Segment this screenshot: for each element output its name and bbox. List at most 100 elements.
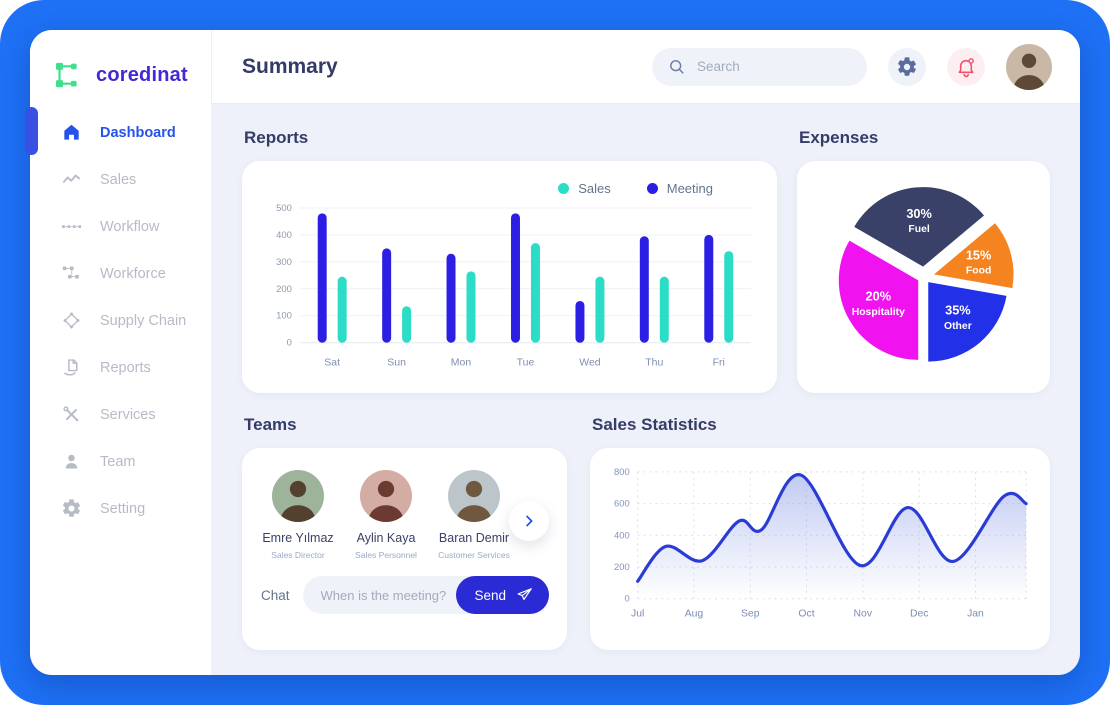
sidebar-item-team[interactable]: Team bbox=[30, 438, 211, 485]
svg-text:Thu: Thu bbox=[645, 358, 663, 369]
svg-text:Dec: Dec bbox=[910, 609, 928, 620]
chat-row: Chat Send bbox=[261, 576, 549, 614]
svg-text:20%: 20% bbox=[865, 289, 891, 304]
sales-statistics-heading: Sales Statistics bbox=[592, 415, 717, 434]
svg-text:Aug: Aug bbox=[685, 609, 704, 620]
workforce-icon bbox=[60, 263, 82, 285]
chat-input-wrap: Send bbox=[302, 576, 549, 614]
sidebar-item-dashboard[interactable]: Dashboard bbox=[30, 109, 211, 156]
person-icon bbox=[60, 451, 82, 473]
chat-label: Chat bbox=[261, 587, 290, 603]
svg-text:Sun: Sun bbox=[387, 358, 406, 369]
brand: coredinat bbox=[30, 55, 211, 95]
next-members-button[interactable] bbox=[509, 501, 549, 541]
svg-text:Sep: Sep bbox=[741, 609, 760, 620]
reports-bar-chart: 0 100 200 300 400 500 Sat Sun Mon Tue Wed Thu Fri bbox=[276, 203, 751, 369]
svg-text:Tue: Tue bbox=[517, 358, 535, 369]
brand-name: coredinat bbox=[96, 63, 188, 86]
member-name: Emre Yılmaz bbox=[262, 531, 334, 545]
svg-text:Other: Other bbox=[943, 321, 971, 332]
svg-text:Fri: Fri bbox=[713, 358, 725, 369]
home-icon bbox=[60, 122, 82, 144]
sidebar-nav: Dashboard Sales Workflow Workforce Supply Ch… bbox=[30, 109, 211, 532]
reports-heading: Reports bbox=[244, 128, 309, 147]
sidebar-item-label: Supply Chain bbox=[100, 312, 187, 329]
report-hand-icon bbox=[60, 357, 82, 379]
sidebar-item-label: Reports bbox=[100, 359, 151, 376]
team-members-list: Emre Yılmaz Sales Director Aylin Kaya Sales… bbox=[254, 464, 549, 560]
svg-text:Mon: Mon bbox=[451, 358, 472, 369]
team-member[interactable]: Baran Demir Customer Services bbox=[430, 464, 518, 560]
legend-dot bbox=[558, 183, 570, 194]
sidebar-item-services[interactable]: Services bbox=[30, 391, 211, 438]
sidebar-item-sales[interactable]: Sales bbox=[30, 156, 211, 203]
member-avatar bbox=[360, 470, 412, 522]
svg-text:Sat: Sat bbox=[324, 358, 340, 369]
notifications-button[interactable] bbox=[947, 47, 985, 86]
expenses-heading: Expenses bbox=[799, 128, 879, 147]
bell-icon bbox=[958, 57, 974, 77]
sidebar-item-workforce[interactable]: Workforce bbox=[30, 250, 211, 297]
sidebar: coredinat Dashboard Sales Workflow Workforc… bbox=[30, 30, 212, 675]
member-role: Sales Personnel bbox=[355, 550, 417, 560]
sidebar-item-label: Workflow bbox=[100, 218, 160, 235]
supply-chain-icon bbox=[60, 310, 82, 332]
svg-text:Jan: Jan bbox=[967, 609, 984, 620]
team-member[interactable]: Aylin Kaya Sales Personnel bbox=[342, 464, 430, 560]
expenses-pie-chart: 30% Fuel 15% Food 35% Other 20% Hospitality bbox=[838, 187, 1014, 362]
sales-statistics-line-chart: 0 200 400 600 800 Jul Aug Sep Oct Nov Dec Jan bbox=[614, 466, 1028, 620]
svg-text:100: 100 bbox=[276, 311, 292, 322]
search-input[interactable] bbox=[695, 58, 852, 75]
sidebar-item-label: Setting bbox=[100, 500, 146, 517]
brand-logo-icon bbox=[56, 62, 77, 88]
team-member[interactable]: Emre Yılmaz Sales Director bbox=[254, 464, 342, 560]
app-window: coredinat Dashboard Sales Workflow Workforc… bbox=[30, 30, 1080, 675]
teams-card: Emre Yılmaz Sales Director Aylin Kaya Sales… bbox=[242, 448, 567, 650]
active-nav-indicator bbox=[25, 107, 38, 155]
send-button[interactable]: Send bbox=[456, 576, 549, 614]
member-avatar bbox=[448, 470, 500, 522]
sidebar-item-supply-chain[interactable]: Supply Chain bbox=[30, 297, 211, 344]
member-name: Baran Demir bbox=[438, 531, 510, 545]
legend-item-sales: Sales bbox=[558, 181, 611, 196]
dashboard-content: Reports Sales Meeting 0 100 200 300 400 500 Sat… bbox=[212, 103, 1080, 675]
svg-text:35%: 35% bbox=[945, 303, 971, 318]
svg-text:30%: 30% bbox=[906, 206, 932, 221]
svg-text:Wed: Wed bbox=[579, 358, 601, 369]
top-header: Summary bbox=[212, 30, 1080, 103]
sidebar-item-reports[interactable]: Reports bbox=[30, 344, 211, 391]
svg-text:500: 500 bbox=[276, 203, 292, 214]
svg-text:300: 300 bbox=[276, 257, 292, 268]
svg-text:Oct: Oct bbox=[798, 609, 814, 620]
member-avatar bbox=[272, 470, 324, 522]
svg-text:600: 600 bbox=[614, 498, 630, 509]
legend-item-meeting: Meeting bbox=[646, 181, 713, 196]
svg-text:0: 0 bbox=[287, 338, 292, 349]
sidebar-item-label: Team bbox=[100, 453, 136, 470]
search-icon bbox=[670, 60, 684, 74]
sidebar-item-label: Dashboard bbox=[100, 124, 176, 141]
legend-dot bbox=[646, 183, 658, 194]
sidebar-item-workflow[interactable]: Workflow bbox=[30, 203, 211, 250]
svg-text:Food: Food bbox=[965, 266, 990, 277]
bar-chart-legend: Sales Meeting bbox=[260, 173, 759, 198]
sidebar-item-label: Workforce bbox=[100, 265, 166, 282]
chevron-right-icon bbox=[526, 515, 533, 527]
svg-text:200: 200 bbox=[276, 284, 292, 295]
svg-text:400: 400 bbox=[614, 529, 630, 540]
legend-label: Meeting bbox=[666, 181, 713, 196]
search-bar[interactable] bbox=[652, 47, 867, 86]
reports-card: Sales Meeting 0 100 200 300 400 500 Sat Sun Mon Tu… bbox=[242, 161, 777, 393]
member-role: Sales Director bbox=[271, 550, 325, 560]
sidebar-item-setting[interactable]: Setting bbox=[30, 485, 211, 532]
gear-icon bbox=[898, 56, 916, 76]
sidebar-item-label: Services bbox=[100, 406, 156, 423]
svg-text:Hospitality: Hospitality bbox=[851, 307, 904, 318]
svg-text:400: 400 bbox=[276, 230, 292, 241]
svg-text:200: 200 bbox=[614, 561, 630, 572]
workflow-icon bbox=[60, 216, 82, 238]
settings-button[interactable] bbox=[888, 47, 926, 86]
header-actions bbox=[652, 43, 1052, 90]
user-avatar[interactable] bbox=[1006, 43, 1052, 90]
legend-label: Sales bbox=[578, 181, 611, 196]
